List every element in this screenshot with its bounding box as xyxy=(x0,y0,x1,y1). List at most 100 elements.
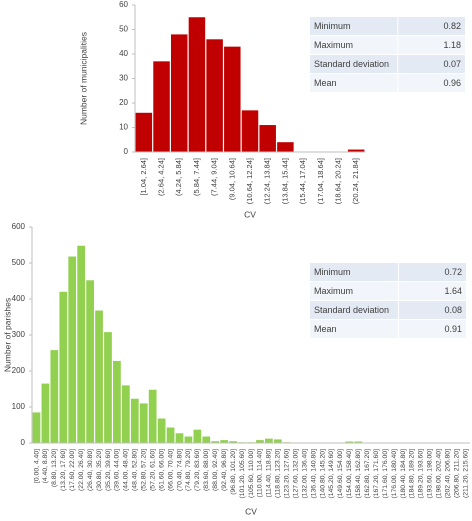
stats-cell xyxy=(310,36,398,54)
y-tick-label: 0 xyxy=(21,438,26,447)
y-tick-label: 500 xyxy=(12,258,26,267)
bar xyxy=(153,61,170,152)
bar xyxy=(256,440,264,443)
stats-cell xyxy=(398,263,466,281)
x-tick-label: (206.80, 211.20] xyxy=(453,449,460,498)
bar xyxy=(50,350,59,443)
x-tick-label: (149.60, 154.00] xyxy=(337,449,344,499)
x-tick-label: (22.00, 26.40] xyxy=(78,449,85,491)
bar xyxy=(77,245,86,443)
x-tick-label: (70.40, 74.80] xyxy=(176,449,183,491)
x-tick-label: (79.20, 83.60] xyxy=(194,449,201,491)
stats-cell xyxy=(310,301,398,319)
bar xyxy=(224,46,241,152)
stats-value: 0.82 xyxy=(443,21,461,31)
x-tick-label: (26.40, 30.80] xyxy=(87,449,94,491)
x-tick-label: (167.20, 171.60] xyxy=(373,449,380,499)
x-tick-label: (189.20, 193.60] xyxy=(418,449,425,499)
x-tick-label: (88.00, 92.40] xyxy=(212,449,219,491)
x-tick-label: (101.20, 105.60] xyxy=(239,449,246,499)
stats-value: 0.07 xyxy=(443,59,461,69)
stats-value: 0.91 xyxy=(444,324,462,334)
x-tick-label: (10.64, 12.24] xyxy=(245,158,254,204)
x-tick-label: (83.60, 88.00] xyxy=(203,449,210,491)
bar xyxy=(130,398,139,443)
bar xyxy=(170,34,188,152)
bar xyxy=(202,436,211,443)
x-tick-label: (158.40, 162.80] xyxy=(355,449,362,499)
bar xyxy=(32,412,41,443)
bar xyxy=(135,112,153,152)
stats-cell xyxy=(310,263,398,281)
x-tick-label: (198.00, 202.40] xyxy=(436,449,443,499)
y-axis-label: Number of parishes xyxy=(2,298,12,372)
x-tick-label: (92.40, 96.80] xyxy=(221,449,228,491)
x-tick-label: (184.80, 189.20] xyxy=(409,449,416,499)
bar xyxy=(86,280,94,443)
bar xyxy=(211,441,220,443)
stats-value: 1.64 xyxy=(444,286,462,296)
bar xyxy=(241,110,259,152)
x-tick-label: (30.80, 35.20] xyxy=(96,449,103,491)
x-tick-label: (61.60, 66.00] xyxy=(158,449,165,491)
x-tick-label: (52.80, 57.20] xyxy=(141,449,148,491)
x-tick-label: (162.80, 167.20] xyxy=(364,449,371,499)
x-tick-label: (114.40, 118.80] xyxy=(266,449,273,498)
stats-label: Standard deviation xyxy=(314,305,389,315)
stats-label: Maximum xyxy=(314,286,353,296)
x-tick-label: (140.80, 145.20] xyxy=(319,449,326,499)
stats-cell xyxy=(398,301,466,319)
x-tick-label: (193.60, 198.00] xyxy=(427,449,434,499)
stats-cell xyxy=(310,74,398,92)
stats-cell xyxy=(310,17,398,35)
x-tick-label: (211.20, 215.60] xyxy=(462,449,469,498)
stats-cell xyxy=(398,282,466,300)
bar xyxy=(220,440,229,443)
x-tick-label: (127.60, 132.00] xyxy=(292,449,299,499)
stats-cell xyxy=(310,55,398,73)
bar xyxy=(265,438,273,443)
x-tick-label: (7.44, 9.04] xyxy=(210,158,219,196)
x-axis-label: CV xyxy=(244,209,256,219)
x-tick-label: (8.80, 13.20] xyxy=(51,449,58,487)
x-tick-label: (15.44, 17.04] xyxy=(298,158,307,204)
x-tick-label: (4.40, 8.80] xyxy=(42,449,49,483)
x-tick-label: (5.84, 7.44] xyxy=(192,158,201,196)
bar xyxy=(139,403,148,443)
stats-cell xyxy=(398,55,465,73)
x-tick-label: (2.64, 4.24] xyxy=(157,158,166,196)
x-tick-label: (105.60, 110.00] xyxy=(248,449,255,498)
y-tick-label: 0 xyxy=(124,147,129,156)
x-tick-label: (74.80, 79.20] xyxy=(185,449,192,491)
x-tick-label: (145.20, 149.60] xyxy=(328,449,335,499)
stats-value: 0.96 xyxy=(443,78,461,88)
bar xyxy=(95,310,103,443)
bar xyxy=(347,149,365,152)
bar xyxy=(41,383,50,443)
bar xyxy=(121,385,130,443)
stats-cell xyxy=(398,320,466,338)
stats-label: Standard deviation xyxy=(314,59,389,69)
x-tick-label: (110.00, 114.40] xyxy=(257,449,264,498)
x-tick-label: (132.00, 136.40] xyxy=(301,449,308,499)
bar xyxy=(104,332,112,443)
y-tick-label: 30 xyxy=(119,74,128,83)
x-tick-label: (13.84, 15.44] xyxy=(280,158,289,204)
x-tick-label: (12.24, 13.84] xyxy=(263,158,272,204)
stats-label: Maximum xyxy=(314,40,353,50)
y-tick-label: 400 xyxy=(12,294,26,303)
x-tick-label: (176.00, 180.40] xyxy=(391,449,398,499)
bar xyxy=(345,441,354,443)
stats-label: Mean xyxy=(314,78,337,88)
stats-cell xyxy=(398,36,465,54)
bar xyxy=(188,17,206,152)
y-axis-label: Number of municipalities xyxy=(78,32,88,125)
stats-label: Minimum xyxy=(314,267,351,277)
bar xyxy=(59,291,68,443)
bar xyxy=(175,433,184,443)
stats-cell xyxy=(398,17,465,35)
stats-cell xyxy=(310,282,398,300)
y-tick-label: 10 xyxy=(119,123,128,132)
y-tick-label: 40 xyxy=(119,49,128,58)
x-tick-label: (20.24, 21.84] xyxy=(351,158,360,204)
